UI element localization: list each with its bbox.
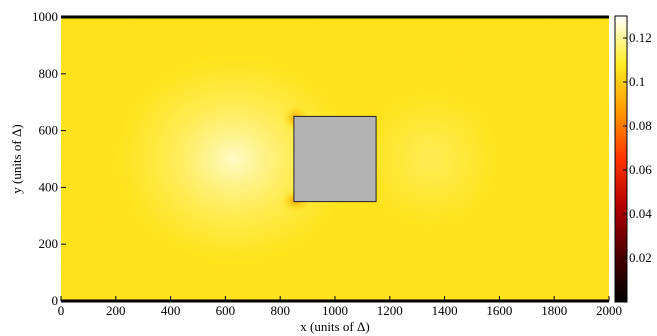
colorbar-tick-label: 0.04 [629,206,652,221]
low-value-region-downstream [361,89,502,229]
x-tick-label: 0 [58,303,65,318]
y-tick-label: 800 [39,66,59,81]
y-tick-label: 400 [39,179,59,194]
colorbar-tick-label: 0.1 [629,74,645,89]
y-tick-label: 0 [52,293,59,308]
colorbar-tick-label: 0.02 [629,250,652,265]
colorbar-gradient [614,15,628,303]
x-tick-label: 400 [161,303,181,318]
square-obstacle [293,115,377,203]
x-tick-label: 1000 [322,303,348,318]
y-axis-ticks: 0 200 400 600 800 1000 [32,9,66,308]
x-axis-label: x (units of Δ) [300,319,369,334]
y-tick-label: 200 [39,236,59,251]
x-tick-label: 800 [270,303,290,318]
colorbar-tick-label: 0.08 [629,118,652,133]
y-axis-label: y (units of Δ) [9,124,24,193]
x-tick-label: 2000 [596,303,622,318]
x-tick-label: 1400 [432,303,458,318]
colorbar-tick-label: 0.06 [629,162,652,177]
plot-area [61,17,609,301]
colorbar: 0.02 0.04 0.06 0.08 0.1 0.12 [614,15,652,303]
colorbar-ticks: 0.02 0.04 0.06 0.08 0.1 0.12 [623,30,652,265]
x-tick-label: 600 [216,303,236,318]
y-tick-label: 600 [39,123,59,138]
y-tick-label: 1000 [32,9,58,24]
x-tick-label: 1600 [486,303,512,318]
x-tick-label: 200 [106,303,126,318]
x-tick-label: 1200 [377,303,403,318]
x-axis-ticks: 0 200 400 600 800 1000 1200 1400 1600 1800 2000 [58,296,622,318]
x-tick-label: 1800 [541,303,567,318]
colorbar-tick-label: 0.12 [629,30,652,45]
